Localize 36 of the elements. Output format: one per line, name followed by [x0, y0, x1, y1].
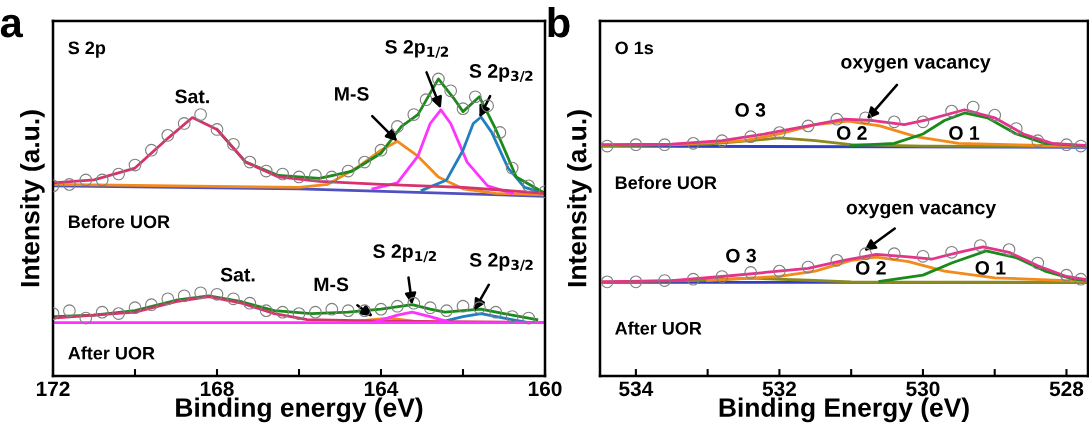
- annotation: Before UOR: [615, 175, 717, 190]
- annotation: S 2p$_{1/2}$: [385, 39, 449, 58]
- annotation: S 2p$_{3/2}$: [469, 253, 533, 272]
- annotation: Before UOR: [68, 214, 170, 229]
- annotation: Sat.: [175, 89, 209, 104]
- text: O 1s: [615, 41, 654, 55]
- x-tick-label: 534: [619, 381, 654, 397]
- chart-title: a: [0, 14, 24, 38]
- x-tick-label: 528: [1049, 381, 1084, 397]
- x-axis-title: Binding energy (eV): [176, 397, 423, 423]
- x-axis-title: Binding Energy (eV): [719, 397, 969, 423]
- annotation: After UOR: [68, 346, 155, 360]
- y-axis-title: Intensity (a.u.): [20, 110, 45, 287]
- annotation: S 2p$_{3/2}$: [469, 64, 533, 83]
- annotation: oxygen vacancy: [841, 58, 991, 73]
- annotation: O 1: [975, 260, 1006, 275]
- annotation: Sat.: [220, 267, 255, 282]
- annotation: O 2: [855, 260, 886, 275]
- annotation: M-S: [335, 86, 369, 101]
- chart-title: b: [548, 6, 570, 38]
- text: S 2p: [68, 41, 106, 58]
- annotation: O 3: [726, 248, 756, 263]
- annotation: oxygen vacancy: [846, 203, 997, 219]
- x-tick-label: 168: [200, 381, 234, 397]
- annotation: After UOR: [615, 321, 702, 335]
- x-tick-label: 160: [528, 381, 562, 397]
- x-tick-label: 172: [36, 381, 70, 396]
- annotation: O 1: [949, 126, 980, 140]
- annotation: M-S: [314, 277, 349, 292]
- x-tick-label: 164: [364, 381, 399, 397]
- x-tick-label: 530: [906, 381, 940, 397]
- x-tick-label: 532: [762, 381, 796, 397]
- annotation: O 2: [836, 126, 867, 140]
- annotation: O 3: [735, 103, 766, 117]
- y-axis-title: Intensity (a.u.): [567, 110, 592, 287]
- annotation: S 2p$_{1/2}$: [373, 244, 437, 263]
